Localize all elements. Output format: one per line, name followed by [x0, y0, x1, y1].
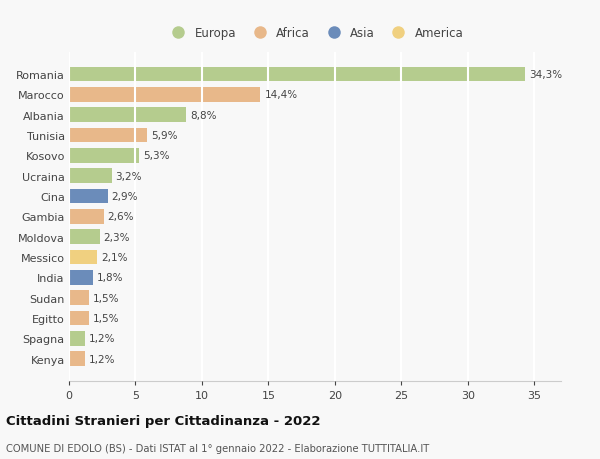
Bar [69, 129, 148, 143]
Text: 3,2%: 3,2% [116, 171, 142, 181]
Text: 2,6%: 2,6% [107, 212, 134, 222]
Text: 14,4%: 14,4% [265, 90, 298, 100]
Bar [69, 189, 107, 204]
Bar [69, 88, 260, 102]
Text: 1,5%: 1,5% [93, 293, 119, 303]
Text: 2,1%: 2,1% [101, 252, 127, 263]
Bar [69, 331, 85, 346]
Text: Cittadini Stranieri per Cittadinanza - 2022: Cittadini Stranieri per Cittadinanza - 2… [6, 414, 320, 428]
Bar [69, 230, 100, 245]
Text: 8,8%: 8,8% [190, 111, 217, 121]
Bar [69, 250, 97, 265]
Text: 2,3%: 2,3% [104, 232, 130, 242]
Bar [69, 108, 186, 123]
Text: 1,5%: 1,5% [93, 313, 119, 323]
Text: COMUNE DI EDOLO (BS) - Dati ISTAT al 1° gennaio 2022 - Elaborazione TUTTITALIA.I: COMUNE DI EDOLO (BS) - Dati ISTAT al 1° … [6, 443, 429, 453]
Text: 1,2%: 1,2% [89, 354, 115, 364]
Bar [69, 149, 139, 163]
Text: 5,3%: 5,3% [143, 151, 170, 161]
Bar [69, 311, 89, 325]
Text: 1,2%: 1,2% [89, 334, 115, 343]
Bar [69, 291, 89, 305]
Bar [69, 270, 93, 285]
Bar [69, 352, 85, 366]
Legend: Europa, Africa, Asia, America: Europa, Africa, Asia, America [161, 22, 469, 45]
Text: 1,8%: 1,8% [97, 273, 124, 283]
Text: 34,3%: 34,3% [529, 70, 562, 80]
Text: 5,9%: 5,9% [151, 131, 178, 141]
Bar [69, 169, 112, 184]
Bar [69, 210, 104, 224]
Bar [69, 67, 525, 82]
Text: 2,9%: 2,9% [112, 191, 138, 202]
